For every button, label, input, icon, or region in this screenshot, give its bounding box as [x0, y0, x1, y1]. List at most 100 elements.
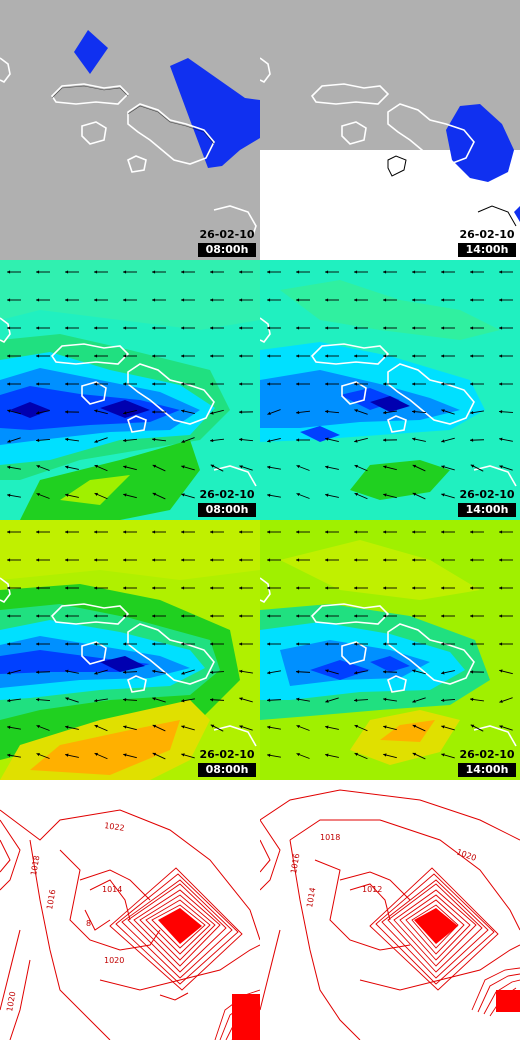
- wind-arrow-head: [239, 530, 243, 534]
- wind-arrow-head: [383, 298, 387, 302]
- wind-arrow-head: [470, 670, 474, 674]
- wind-arrow-head: [267, 411, 271, 415]
- wind-arrow-head: [65, 410, 69, 414]
- wind-arrow-head: [296, 298, 300, 302]
- wind-arrow-head: [65, 437, 69, 442]
- wind-arrow-head: [36, 614, 40, 618]
- wind-arrow-head: [470, 642, 474, 646]
- wind-arrow-head: [65, 558, 69, 562]
- wind-arrow-head: [152, 669, 156, 673]
- wind-arrow-head: [36, 725, 40, 729]
- wind-arrow-head: [354, 492, 359, 497]
- wind-arrows: [267, 270, 514, 500]
- wind-arrow-head: [267, 725, 271, 729]
- wind-arrow-head: [296, 614, 300, 618]
- wind-arrow-head: [267, 493, 271, 497]
- wind-arrow-head: [210, 670, 214, 674]
- isobar-label: 1012: [362, 885, 382, 894]
- wind-arrow-head: [7, 465, 11, 469]
- wind-arrow-head: [123, 493, 127, 497]
- wind-arrow-head: [267, 439, 271, 443]
- wind-arrow-head: [441, 642, 445, 646]
- wind-arrow-head: [325, 699, 329, 703]
- wind-arrow-head: [412, 437, 416, 441]
- timestamp-badge: 26-02-10 08:00h: [198, 748, 256, 777]
- wind-arrow-head: [181, 493, 185, 497]
- wind-arrow-head: [441, 753, 445, 757]
- wind-arrow-head: [325, 669, 329, 673]
- wind-arrow-head: [7, 753, 11, 757]
- wind-arrow-head: [65, 382, 69, 386]
- wind-arrow-head: [181, 270, 185, 274]
- isobar-label: 8: [86, 919, 91, 928]
- wind-map: [260, 520, 520, 780]
- coastline: [0, 577, 257, 747]
- isobar-label: 1018: [29, 855, 41, 877]
- wind-arrow-head: [65, 586, 69, 590]
- wind-arrow-head: [383, 558, 387, 562]
- wind-arrow-head: [441, 409, 445, 413]
- wind-arrow-head: [383, 270, 387, 274]
- time-label: 14:00h: [458, 763, 516, 777]
- precip-area: [74, 30, 108, 74]
- timestamp-badge: 26-02-10 14:00h: [458, 748, 516, 777]
- wind-arrow-head: [181, 465, 185, 469]
- wind-arrow-head: [239, 410, 243, 414]
- wind-arrow-head: [65, 465, 69, 469]
- wind-arrow-head: [441, 382, 445, 386]
- wind-arrow-head: [181, 298, 185, 302]
- wind-arrow-head: [181, 586, 185, 590]
- wind-arrow-head: [36, 298, 40, 302]
- wind-arrow-head: [123, 725, 127, 729]
- wind-arrow-head: [239, 697, 243, 701]
- wind-arrow-head: [181, 382, 185, 386]
- wind-arrow-head: [499, 437, 503, 441]
- wind-arrow-head: [412, 326, 416, 330]
- wind-arrow-head: [499, 530, 503, 534]
- wind-arrow-head: [152, 558, 156, 562]
- wind-arrow-head: [267, 354, 271, 358]
- wind-arrow-head: [94, 558, 98, 562]
- isobar-label: 1014: [102, 885, 122, 894]
- wind-arrow-head: [181, 699, 185, 703]
- wind-arrow-head: [354, 382, 358, 386]
- wind-arrow-head: [441, 439, 445, 443]
- wind-arrow-head: [239, 586, 243, 590]
- wind-arrow-head: [210, 530, 214, 534]
- wind-arrow-head: [94, 724, 99, 729]
- wind-arrow-head: [354, 586, 358, 590]
- cloud-map: [0, 0, 260, 260]
- wind-arrow-head: [152, 298, 156, 302]
- wind-arrow-head: [296, 354, 300, 358]
- wind-arrow-head: [239, 614, 243, 618]
- wind-arrow-head: [36, 493, 40, 497]
- wind-arrow-head: [123, 438, 127, 443]
- low-pressure-fill: [158, 908, 202, 944]
- wind-arrow-head: [123, 298, 127, 302]
- wind-arrow-head: [210, 586, 214, 590]
- wind-arrows: [7, 270, 254, 500]
- wind-arrow-head: [267, 698, 271, 702]
- wind-arrow-head: [499, 558, 503, 562]
- timestamp-badge: 26-02-10 14:00h: [458, 228, 516, 257]
- wind-arrow-head: [325, 586, 329, 590]
- wind-arrow-head: [441, 298, 445, 302]
- wind-arrow-head: [412, 724, 417, 728]
- isobar-map: 1018 1020 1016 1014 1012: [260, 780, 520, 1040]
- wind-arrow-head: [7, 298, 11, 302]
- wind-arrow-head: [123, 465, 127, 469]
- wind-arrow-head: [383, 642, 387, 646]
- wind-arrow-head: [325, 530, 329, 534]
- time-label: 14:00h: [458, 243, 516, 257]
- wind-arrow-head: [152, 530, 156, 534]
- wind-arrow-head: [499, 586, 503, 590]
- wind-arrow-head: [123, 530, 127, 534]
- wind-arrow-head: [239, 465, 243, 469]
- wind-arrow-head: [470, 614, 474, 618]
- wind-arrow-head: [412, 614, 416, 618]
- wind-arrow-head: [267, 465, 271, 469]
- wind-arrow-head: [354, 298, 358, 302]
- wind-arrow-head: [441, 326, 445, 330]
- wind-arrow-head: [383, 697, 387, 702]
- wind-arrow-head: [94, 354, 98, 358]
